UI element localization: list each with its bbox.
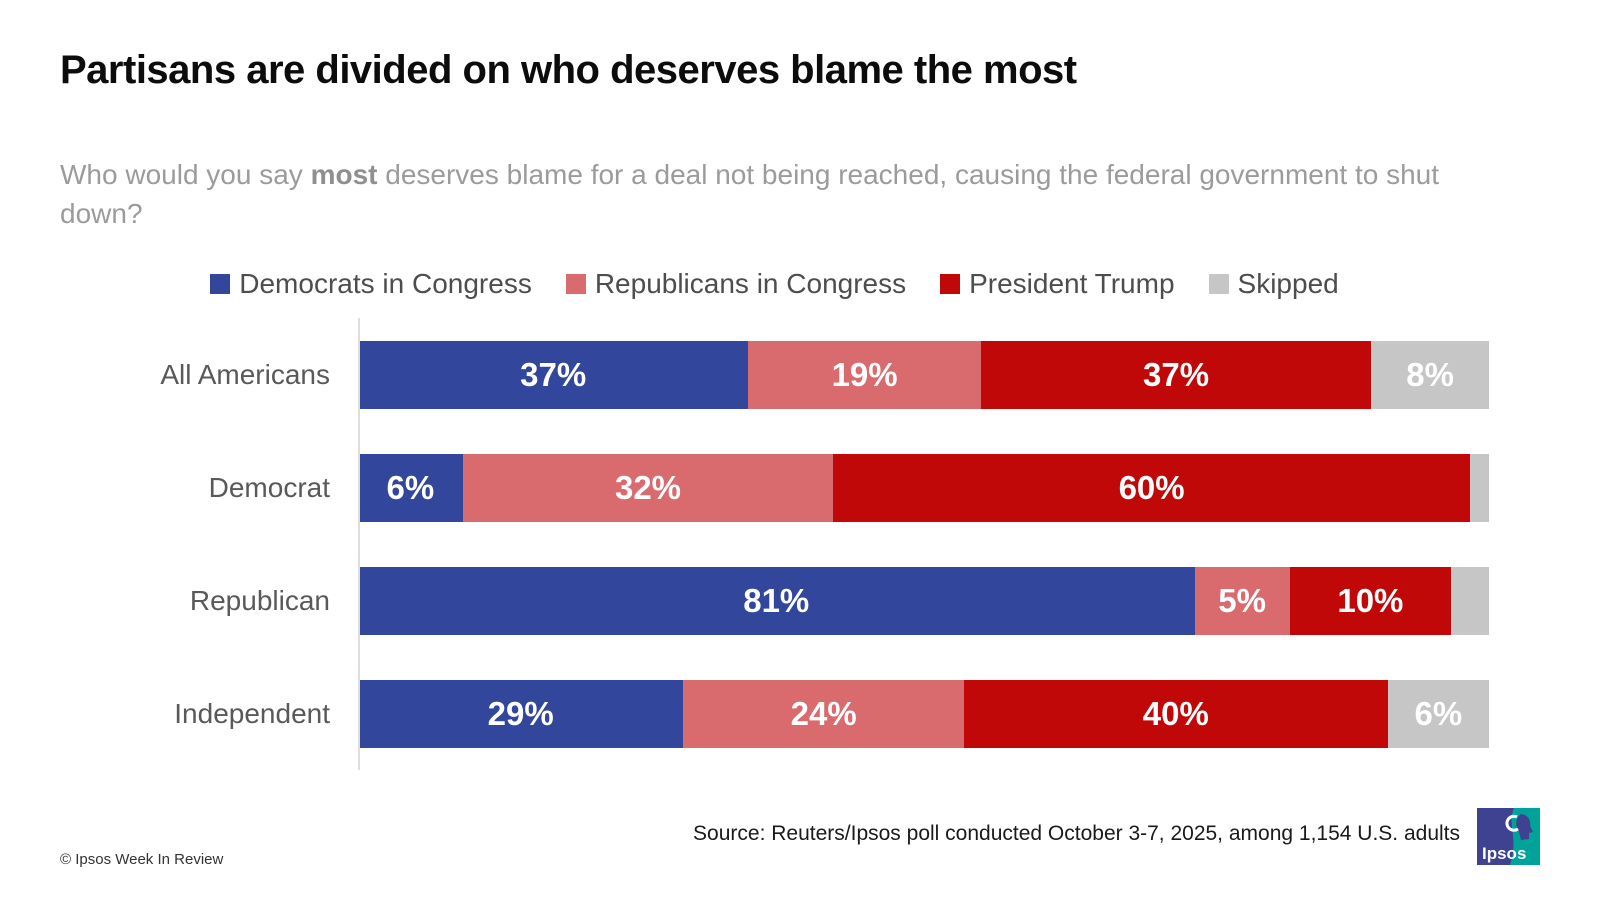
legend-swatch: [1208, 274, 1229, 294]
bar-segment: 40%: [963, 679, 1388, 748]
segment-value-label: 5%: [1218, 581, 1266, 619]
row-label: All Americans: [160, 358, 330, 390]
bar-row: Republican 81% 5% 10%: [60, 544, 1490, 657]
segment-value-label: 60%: [1118, 468, 1185, 506]
legend-swatch: [210, 274, 231, 294]
bar-track: 81% 5% 10%: [358, 566, 1490, 635]
chart-title: Partisans are divided on who deserves bl…: [60, 48, 1077, 92]
segment-value-label: 19%: [831, 355, 898, 393]
legend-label: President Trump: [969, 268, 1175, 299]
bar-row: Democrat 6% 32% 60%: [60, 431, 1490, 544]
legend-label: Democrats in Congress: [239, 268, 532, 299]
bar-segment: 24%: [683, 679, 964, 748]
bar-segment: 19%: [748, 340, 981, 409]
bar-segment: 6%: [1387, 679, 1490, 748]
bar-segment: [1469, 453, 1490, 522]
row-label: Independent: [174, 697, 330, 729]
legend-item: President Trump: [940, 268, 1175, 300]
segment-value-label: 6%: [386, 468, 435, 506]
bar-segment: 10%: [1289, 566, 1451, 635]
bar-row: All Americans 37% 19% 37% 8%: [60, 318, 1489, 431]
y-axis-line: [358, 318, 360, 770]
subtitle-text: Who would you say: [60, 159, 311, 190]
stacked-bar-chart: All Americans 37% 19% 37% 8% Democrat 6% 32% 60%…: [60, 318, 1490, 770]
chart-subtitle: Who would you say most deserves blame fo…: [60, 155, 1460, 233]
legend-label: Skipped: [1237, 268, 1339, 299]
bar-segment: 5%: [1194, 566, 1290, 635]
bar-track: 6% 32% 60%: [358, 453, 1490, 522]
ipsos-logo: Ipsos: [1477, 808, 1540, 865]
segment-value-label: 10%: [1337, 581, 1404, 619]
legend: Democrats in Congress Republicans in Cong…: [60, 268, 1489, 300]
legend-item: Republicans in Congress: [565, 268, 907, 300]
legend-swatch: [565, 274, 586, 294]
bar-segment: 60%: [833, 453, 1470, 522]
ipsos-logo-text: Ipsos: [1482, 844, 1526, 863]
segment-value-label: 24%: [790, 694, 857, 732]
segment-value-label: 8%: [1406, 355, 1454, 393]
row-label: Republican: [189, 584, 330, 616]
bar-segment: 8%: [1371, 340, 1489, 409]
bar-segment: 29%: [358, 679, 684, 748]
source-note: Source: Reuters/Ipsos poll conducted Oct…: [693, 822, 1460, 845]
copyright: © Ipsos Week In Review: [60, 851, 224, 868]
ipsos-logo-graphic: Ipsos: [1477, 808, 1540, 865]
segment-value-label: 6%: [1414, 694, 1463, 732]
bar-segment: 32%: [462, 453, 834, 522]
bar-segment: 37%: [358, 340, 749, 409]
segment-value-label: 29%: [487, 694, 554, 732]
legend-label: Republicans in Congress: [594, 268, 907, 299]
subtitle-bold-word: most: [310, 159, 378, 190]
bar-segment: 37%: [980, 340, 1372, 409]
segment-value-label: 37%: [1143, 355, 1210, 393]
legend-item: Skipped: [1208, 268, 1339, 300]
legend-swatch: [940, 274, 961, 294]
legend-item: Democrats in Congress: [210, 268, 532, 300]
bar-track: 29% 24% 40% 6%: [358, 679, 1490, 748]
bar-segment: [1450, 566, 1490, 635]
segment-value-label: 81%: [743, 581, 810, 619]
subtitle-text-end: deserves blame for a deal not being reac…: [60, 159, 1440, 230]
segment-value-label: 40%: [1142, 694, 1209, 732]
bar-row: Independent 29% 24% 40% 6%: [60, 657, 1490, 770]
segment-value-label: 32%: [614, 468, 682, 506]
segment-value-label: 37%: [520, 355, 587, 393]
bar-segment: 81%: [358, 566, 1195, 635]
bar-segment: 6%: [358, 453, 463, 522]
row-label: Democrat: [208, 471, 330, 503]
bar-track: 37% 19% 37% 8%: [358, 340, 1489, 409]
